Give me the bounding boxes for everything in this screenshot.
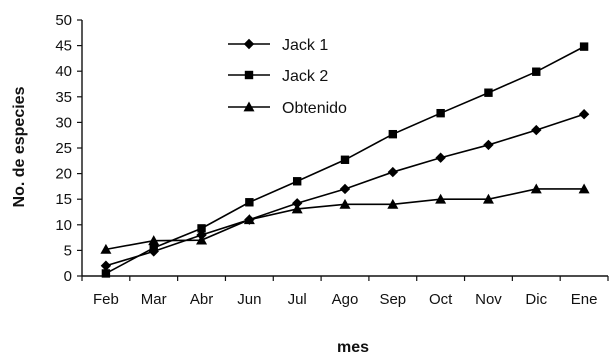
data-point-jack-2 <box>340 155 350 164</box>
data-point-jack-1 <box>339 183 351 195</box>
data-point-jack-1 <box>483 139 494 151</box>
data-point-obtenido <box>196 234 208 245</box>
data-point-obtenido <box>100 243 112 254</box>
x-tick-label: Jun <box>237 291 261 308</box>
data-point-obtenido <box>530 183 542 194</box>
data-point-jack-2 <box>149 243 158 253</box>
x-tick-label: Ago <box>332 291 359 308</box>
data-point-obtenido <box>339 198 351 209</box>
series <box>100 42 590 278</box>
data-point-jack-2 <box>197 224 206 233</box>
x-tick-label: Dic <box>525 291 547 308</box>
data-point-obtenido <box>482 193 494 204</box>
y-tick-label: 40 <box>55 63 72 80</box>
y-tick-label: 20 <box>55 166 72 183</box>
data-point-obtenido <box>578 183 590 194</box>
legend-marker-jack-1 <box>243 38 255 50</box>
legend-item-obtenido: Obtenido <box>228 100 347 117</box>
y-tick-label: 30 <box>55 114 72 131</box>
y-tick-label: 0 <box>64 268 72 285</box>
data-point-jack-2 <box>532 67 541 76</box>
data-point-jack-2 <box>292 177 302 186</box>
data-point-jack-2 <box>484 88 493 97</box>
data-point-jack-2 <box>245 198 254 207</box>
legend-item-jack-2: Jack 2 <box>228 68 328 85</box>
data-point-jack-2 <box>101 269 111 278</box>
legend: Jack 1 Jack 2 Obtenido <box>228 37 347 117</box>
x-axis-title: mes <box>337 339 369 356</box>
legend-marker-obtenido <box>243 101 255 112</box>
legend-label-jack-2: Jack 2 <box>282 68 328 85</box>
x-tick-label: Sep <box>379 291 406 308</box>
data-point-jack-1 <box>100 260 112 271</box>
data-point-obtenido <box>435 193 447 204</box>
series-jack-2 <box>101 42 589 278</box>
x-tick-label: Jul <box>288 291 307 308</box>
axes <box>77 19 609 281</box>
data-point-obtenido <box>243 214 255 225</box>
legend-marker-jack-2 <box>244 70 254 80</box>
x-tick-label: Nov <box>475 291 502 308</box>
x-tick-label: Feb <box>93 291 119 308</box>
y-tick-label: 15 <box>55 191 72 208</box>
legend-item-jack-1: Jack 1 <box>228 37 328 54</box>
series-jack-1 <box>100 109 590 271</box>
series-obtenido <box>100 183 590 254</box>
y-tick-label: 50 <box>55 12 72 29</box>
data-point-jack-1 <box>578 109 590 120</box>
data-point-jack-1 <box>291 198 303 209</box>
y-tick-label: 35 <box>55 89 72 106</box>
x-tick-label: Abr <box>190 291 213 308</box>
data-point-jack-2 <box>436 108 445 118</box>
y-tick-label: 45 <box>55 38 72 55</box>
data-point-jack-1 <box>531 124 542 136</box>
data-point-obtenido <box>387 198 399 209</box>
tick-labels: 0 5 10 15 20 25 30 35 40 45 50 Feb Mar Abr Jun Jul Ago Se… <box>55 12 597 308</box>
data-point-jack-2 <box>579 42 589 51</box>
y-tick-label: 10 <box>55 217 72 234</box>
y-axis-title: No. de especies <box>11 86 28 207</box>
x-tick-label: Mar <box>141 291 167 308</box>
legend-label-obtenido: Obtenido <box>282 100 347 117</box>
series-line-obtenido <box>105 188 585 251</box>
x-tick-label: Ene <box>571 291 598 308</box>
data-point-obtenido <box>291 203 303 214</box>
data-point-jack-2 <box>388 129 398 139</box>
y-tick-label: 25 <box>55 140 72 157</box>
legend-label-jack-1: Jack 1 <box>282 37 328 54</box>
data-point-jack-1 <box>435 152 446 163</box>
data-point-obtenido <box>148 235 160 246</box>
data-point-jack-1 <box>387 166 399 178</box>
x-tick-label: Oct <box>429 291 453 308</box>
y-tick-label: 5 <box>64 242 72 259</box>
